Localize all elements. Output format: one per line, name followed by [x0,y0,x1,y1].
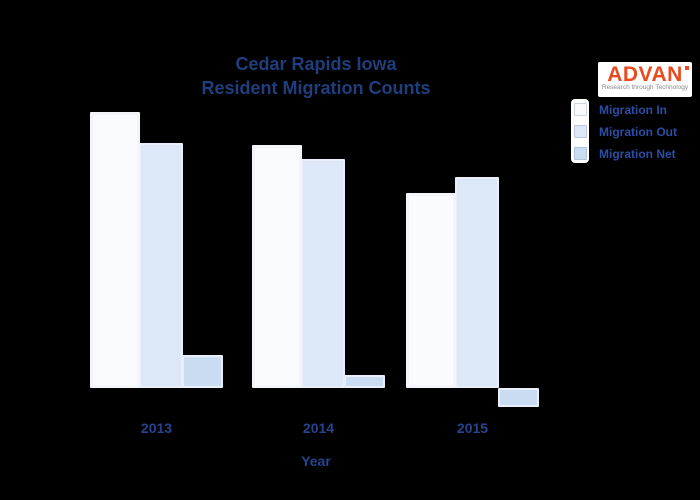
advan-logo-mark-icon [684,66,689,70]
advan-logo-wordmark: ADVAN [607,63,683,86]
bar-migration-in-2013 [90,112,140,388]
advan-logo-text: ADVAN [607,63,689,86]
legend-label-migration-net: Migration Net [599,147,676,161]
bar-migration-net-2014 [344,375,385,388]
legend-item-migration-net: Migration Net [571,146,696,162]
bar-migration-out-2013 [139,143,183,388]
bar-migration-net-2015 [498,388,539,407]
legend-swatch-migration-net [573,147,587,160]
x-tick-label-2014: 2014 [302,420,335,436]
bar-migration-out-2014 [301,159,345,388]
legend-item-migration-out: Migration Out [571,124,696,140]
bar-migration-in-2015 [406,193,456,388]
bar-migration-in-2014 [252,145,302,388]
chart-title-line2: Resident Migration Counts [201,78,431,98]
legend-label-migration-out: Migration Out [599,125,677,139]
advan-logo-tagline: Research through Technology [601,84,689,91]
legend: Migration In Migration Out Migration Net [571,99,696,165]
legend-swatch-migration-out [573,125,587,138]
chart-title-line1: Cedar Rapids Iowa [235,54,397,74]
legend-swatch-migration-in [573,103,587,116]
legend-label-migration-in: Migration In [599,103,667,117]
advan-logo: ADVAN Research through Technology [598,62,692,97]
x-tick-label-2013: 2013 [140,420,173,436]
x-axis-title: Year [301,453,331,469]
x-tick-label-2015: 2015 [456,420,489,436]
chart-title: Cedar Rapids Iowa Resident Migration Cou… [66,52,566,100]
legend-item-migration-in: Migration In [571,102,696,118]
bar-migration-net-2013 [182,355,223,388]
bar-migration-out-2015 [455,177,499,388]
